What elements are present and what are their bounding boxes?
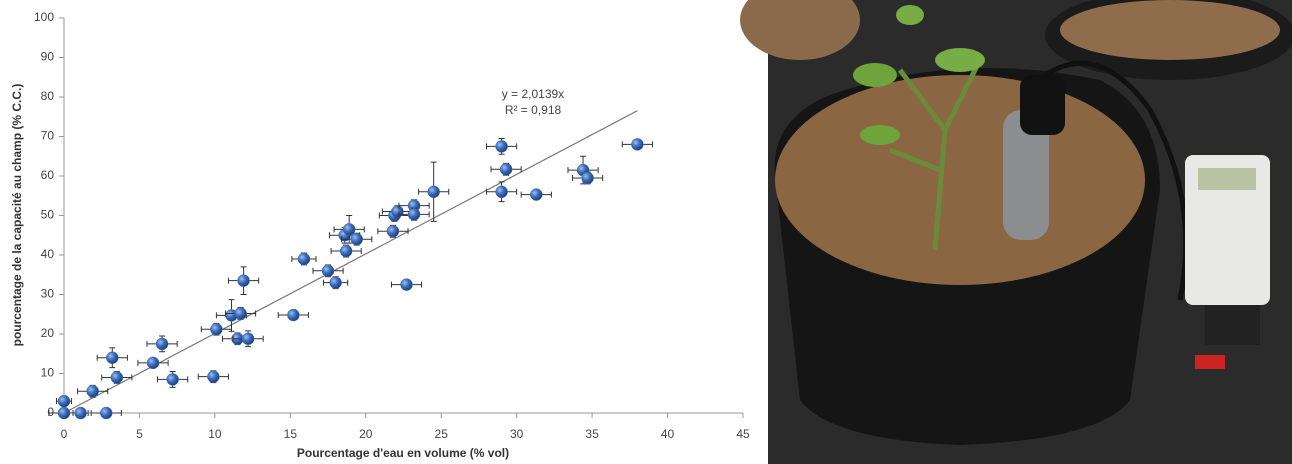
x-axis-title: Pourcentage d'eau en volume (% vol) bbox=[297, 446, 509, 460]
point bbox=[631, 138, 644, 151]
y-tick-label: 80 bbox=[41, 89, 55, 103]
point bbox=[342, 223, 356, 236]
point bbox=[350, 232, 363, 246]
point bbox=[99, 406, 113, 420]
point bbox=[495, 140, 508, 153]
connector bbox=[1205, 305, 1260, 345]
point bbox=[407, 208, 421, 221]
meter bbox=[1185, 155, 1270, 305]
y-axis-title: pourcentage de la capacité au champ (% C… bbox=[10, 84, 24, 347]
point bbox=[581, 171, 594, 185]
point bbox=[530, 188, 543, 201]
point bbox=[495, 185, 508, 199]
x-tick-label: 5 bbox=[136, 427, 143, 441]
point bbox=[427, 185, 440, 199]
leaf bbox=[853, 63, 897, 87]
clip bbox=[1195, 355, 1225, 369]
point bbox=[57, 406, 71, 420]
y-tick-label: 50 bbox=[41, 208, 55, 222]
photo bbox=[740, 0, 1292, 464]
point bbox=[386, 225, 400, 238]
x-tick-label: 40 bbox=[661, 427, 675, 441]
x-tick-label: 10 bbox=[208, 427, 222, 441]
y-tick-label: 70 bbox=[41, 129, 55, 143]
point bbox=[321, 264, 335, 278]
point bbox=[110, 371, 124, 384]
point bbox=[106, 351, 119, 364]
x-tick-label: 25 bbox=[435, 427, 449, 441]
y-tick-label: 90 bbox=[41, 50, 55, 64]
point bbox=[391, 205, 404, 218]
plant-stem bbox=[889, 58, 983, 251]
x-tick-label: 45 bbox=[736, 427, 750, 441]
x-tick-label: 15 bbox=[284, 427, 298, 441]
point bbox=[166, 373, 179, 386]
meter-screen bbox=[1198, 168, 1256, 190]
soil-back bbox=[1060, 0, 1280, 60]
y-tick-label: 10 bbox=[41, 366, 55, 380]
y-tick-label: 60 bbox=[41, 168, 55, 182]
x-tick-label: 0 bbox=[61, 427, 68, 441]
leaf bbox=[860, 125, 900, 145]
leaf bbox=[896, 5, 924, 25]
point bbox=[400, 278, 413, 291]
y-tick-label: 30 bbox=[41, 287, 55, 301]
point bbox=[146, 356, 160, 370]
point bbox=[241, 332, 255, 345]
soil-back bbox=[740, 0, 860, 60]
r-squared: R² = 0,918 bbox=[505, 103, 562, 117]
y-tick-label: 40 bbox=[41, 247, 55, 261]
point bbox=[339, 244, 353, 258]
point bbox=[155, 337, 169, 351]
leaf bbox=[935, 48, 985, 72]
point bbox=[297, 252, 311, 266]
y-tick-label: 100 bbox=[34, 10, 54, 24]
x-tick-label: 30 bbox=[510, 427, 524, 441]
equation: y = 2,0139x bbox=[502, 87, 564, 101]
point bbox=[329, 276, 342, 289]
y-tick-label: 0 bbox=[47, 405, 54, 419]
point bbox=[287, 308, 300, 322]
point bbox=[210, 323, 223, 336]
point bbox=[57, 394, 71, 408]
point bbox=[207, 370, 220, 383]
point bbox=[237, 274, 250, 287]
point bbox=[234, 307, 247, 320]
sensor-cap bbox=[1020, 75, 1065, 135]
sensor bbox=[1003, 110, 1049, 240]
x-tick-label: 35 bbox=[585, 427, 599, 441]
point bbox=[499, 163, 513, 176]
chart: Pourcentage d'eau en volume (% vol) pour… bbox=[10, 10, 750, 460]
point bbox=[86, 385, 99, 398]
soil bbox=[775, 75, 1145, 285]
point bbox=[74, 406, 87, 420]
x-tick-label: 20 bbox=[359, 427, 373, 441]
y-tick-label: 20 bbox=[41, 326, 55, 340]
